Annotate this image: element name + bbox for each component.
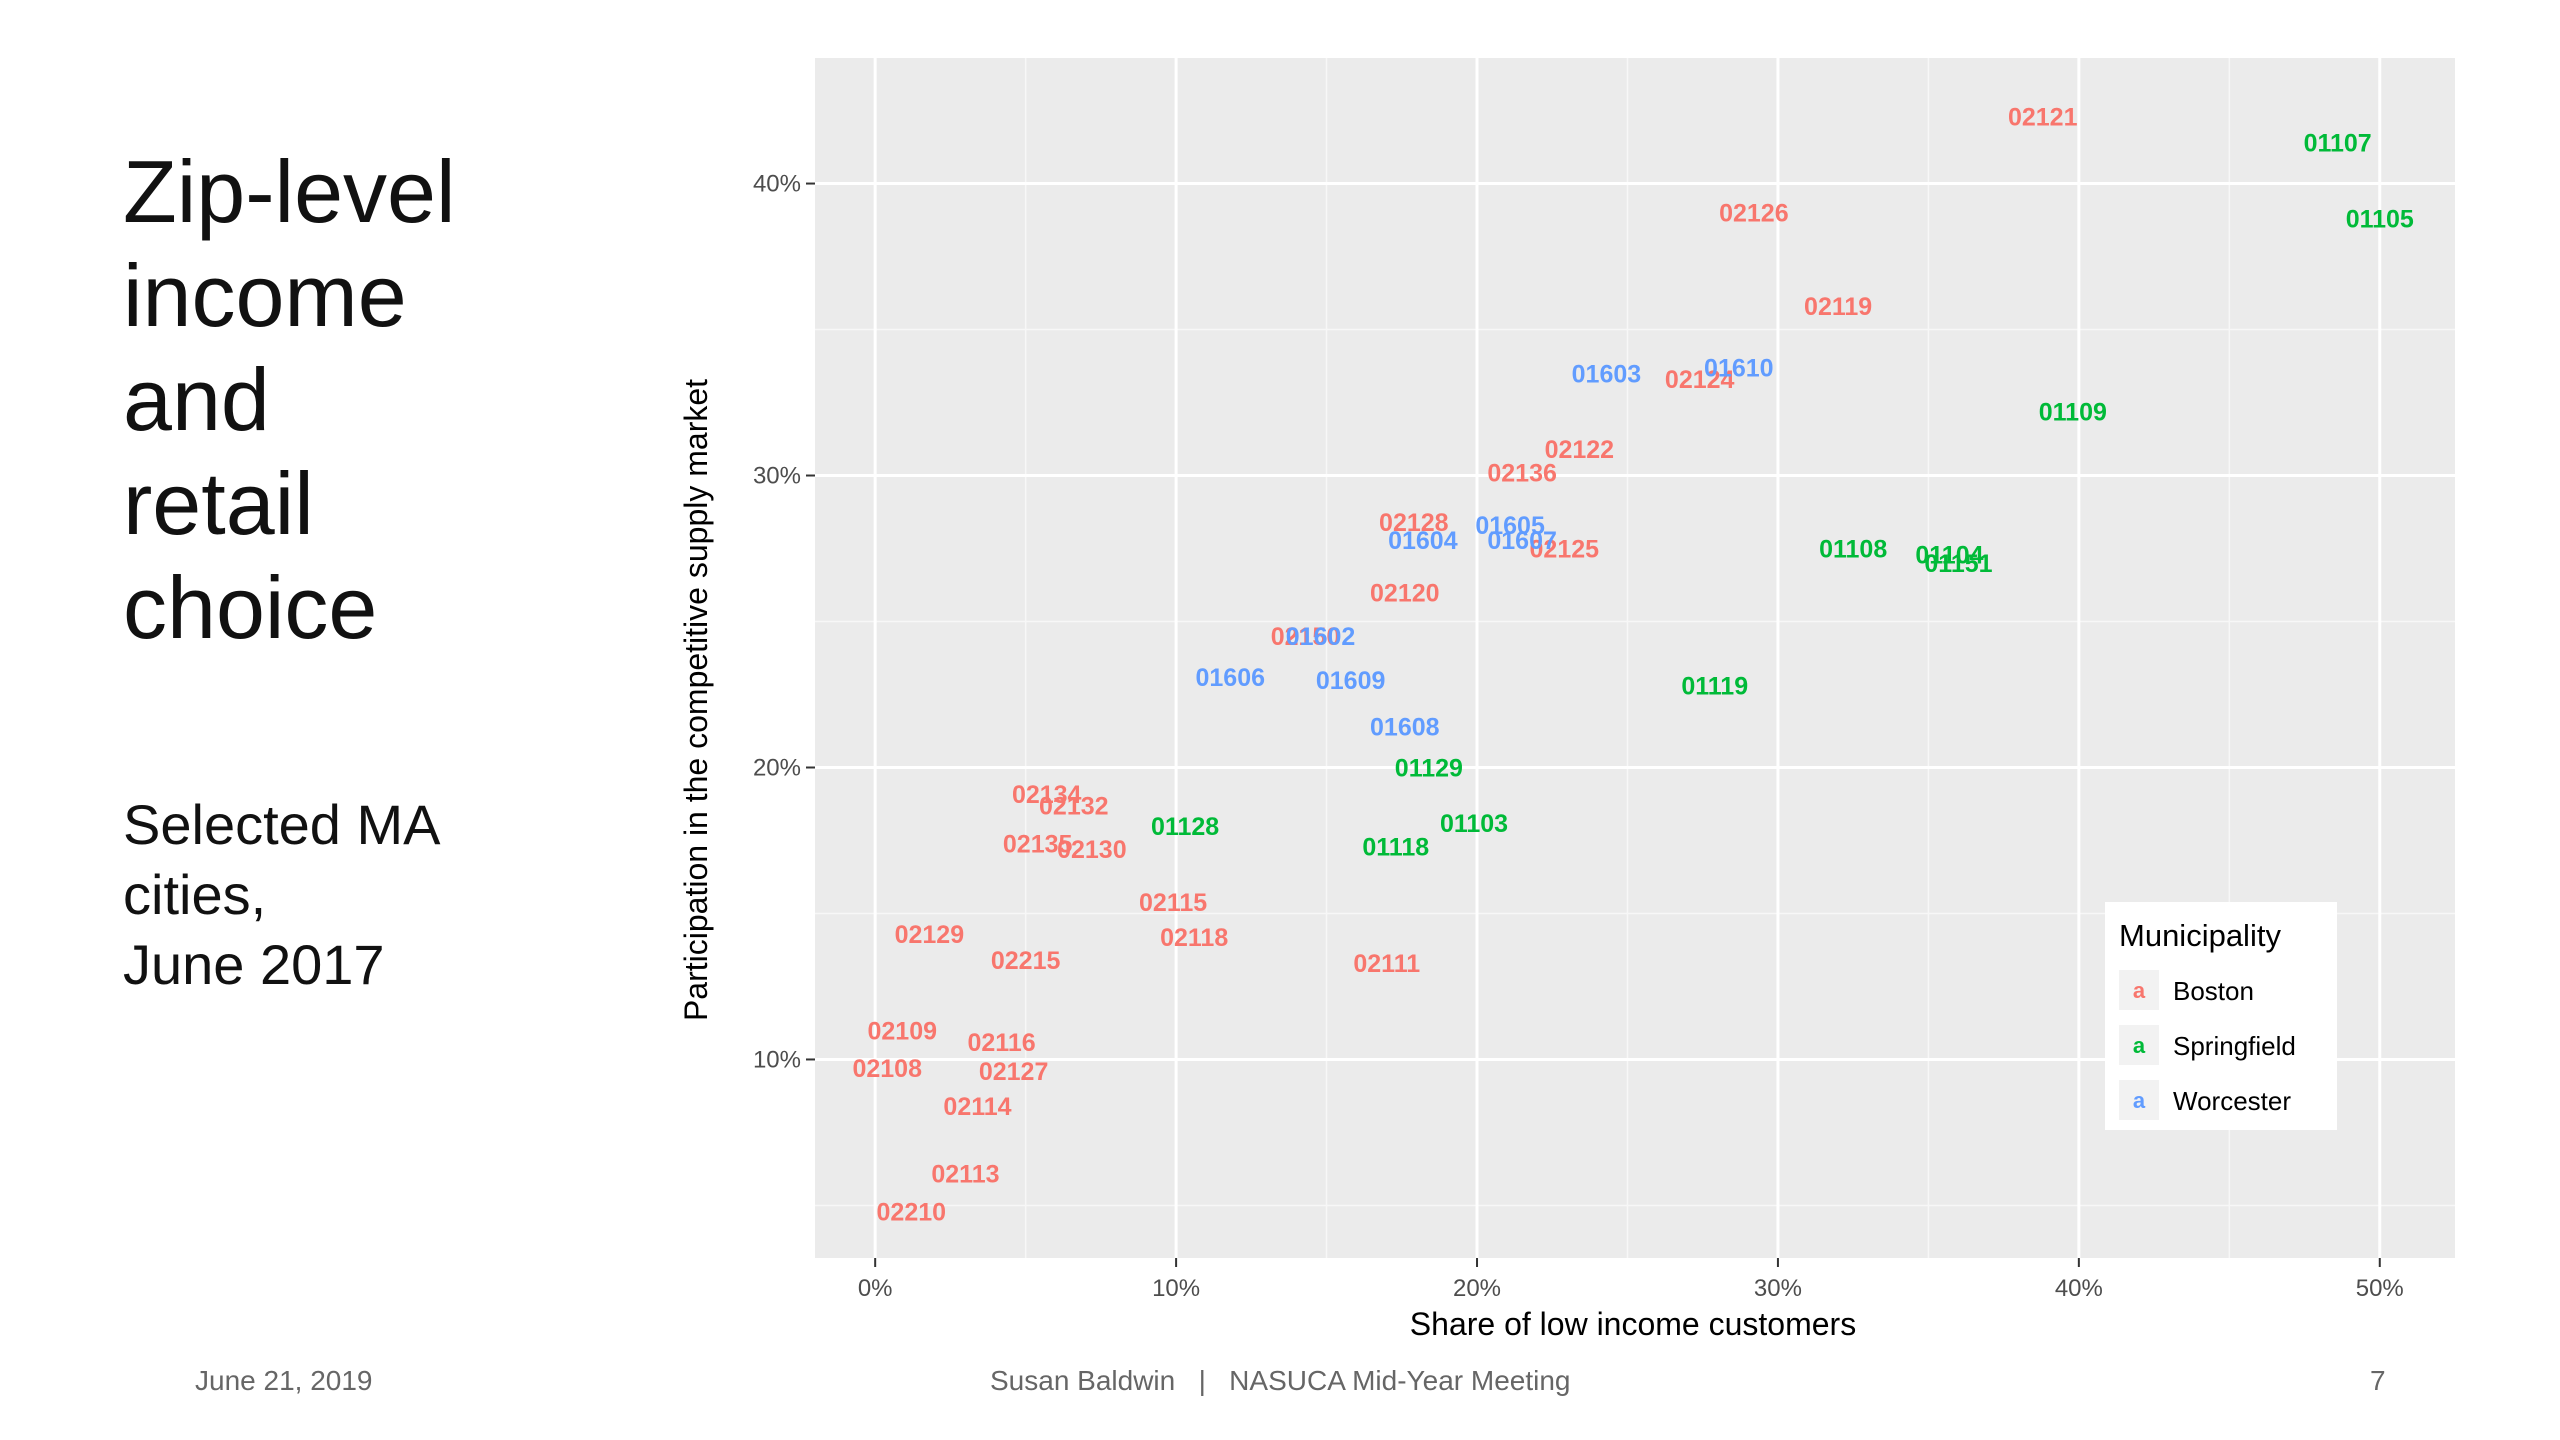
data-point-label: 02150 (1271, 623, 1341, 651)
data-point-label: 02108 (852, 1055, 922, 1083)
subtitle-line: Selected MA (123, 793, 441, 856)
y-tick-label: 40% (753, 171, 801, 198)
data-point-label: 02109 (868, 1017, 938, 1045)
data-point-label: 01607 (1487, 527, 1557, 555)
data-point-label: 01603 (1572, 360, 1642, 388)
data-point-label: 02130 (1057, 836, 1127, 864)
data-point-label: 02120 (1370, 579, 1440, 607)
data-point-label: 02129 (895, 921, 965, 949)
legend-label: Worcester (2173, 1086, 2291, 1116)
data-point-label: 01119 (1681, 673, 1748, 701)
legend-key-glyph: a (2133, 1033, 2146, 1058)
legend-key-glyph: a (2133, 1088, 2146, 1113)
data-point-label: 02113 (931, 1160, 999, 1188)
x-tick-label: 50% (2356, 1275, 2404, 1302)
data-point-label: 01104 (1915, 541, 1983, 569)
data-point-label: 02135 (1003, 830, 1073, 858)
scatter-chart: 0% 10% 20% 30% 40% 50% 10% 20% 30% 40% 02121 02126 0… (678, 58, 2455, 1342)
footer-presenter: Susan Baldwin | NASUCA Mid-Year Meeting (990, 1365, 1571, 1396)
page-number: 7 (2370, 1365, 2386, 1396)
data-point-label: 02122 (1545, 436, 1615, 464)
data-point-label: 02115 (1139, 889, 1207, 917)
data-point-label: 01151 (1924, 550, 1992, 578)
x-tick-label: 30% (1754, 1275, 1802, 1302)
footer-date: June 21, 2019 (195, 1365, 373, 1396)
y-tick-label: 30% (753, 463, 801, 490)
legend-key (2119, 1025, 2159, 1065)
subtitle-line: June 2017 (123, 933, 385, 996)
x-axis-label: Share of low income customers (1410, 1306, 1856, 1342)
data-point-label: 02215 (991, 947, 1061, 975)
data-point-label: 02118 (1160, 924, 1228, 952)
plot-area: 0% 10% 20% 30% 40% 50% 10% 20% 30% 40% 02121 02126 0… (753, 58, 2455, 1302)
data-point-label: 01602 (1286, 623, 1356, 651)
data-point-label: 01129 (1395, 754, 1463, 782)
data-point-label: 02132 (1039, 792, 1109, 820)
data-point-label: 02136 (1487, 460, 1557, 488)
data-point-label: 02125 (1530, 536, 1600, 564)
data-point-label: 01109 (2039, 398, 2107, 426)
legend-label: Boston (2173, 976, 2254, 1006)
legend-key-glyph: a (2133, 978, 2146, 1003)
data-point-label: 02210 (877, 1198, 947, 1226)
data-point-label: 01103 (1440, 810, 1508, 838)
title-line: retail (123, 454, 314, 553)
legend-key (2119, 1080, 2159, 1120)
slide-subtitle: Selected MA cities, June 2017 (123, 790, 643, 1000)
data-point-label: 02128 (1379, 509, 1449, 537)
data-point-label: 02124 (1665, 366, 1735, 394)
x-tick-label: 10% (1152, 1275, 1200, 1302)
slide-title: Zip-level income and retail choice (123, 140, 643, 660)
data-point-label: 01608 (1370, 714, 1440, 742)
data-point-label: 01610 (1704, 354, 1774, 382)
data-point-label: 01107 (2304, 130, 2372, 158)
data-point-label: 01105 (2346, 206, 2414, 234)
legend-key (2119, 970, 2159, 1010)
data-point-label: 02111 (1353, 950, 1420, 978)
data-point-label: 01605 (1475, 512, 1545, 540)
data-point-label: 02119 (1804, 293, 1872, 321)
data-point-label: 01108 (1819, 536, 1887, 564)
data-point-label: 01606 (1196, 664, 1266, 692)
data-point-label: 02126 (1719, 200, 1789, 228)
title-line: choice (123, 558, 378, 657)
data-point-label: 01128 (1151, 813, 1219, 841)
data-point-label: 02134 (1012, 781, 1082, 809)
data-point-label: 01609 (1316, 667, 1386, 695)
legend: Municipality a Boston a Springfield a Worceste… (2105, 902, 2337, 1130)
x-tick-label: 20% (1453, 1275, 1501, 1302)
data-point-label: 02121 (2008, 103, 2078, 131)
data-point-label: 02116 (967, 1029, 1035, 1057)
subtitle-line: cities, (123, 863, 267, 926)
y-tick-label: 10% (753, 1046, 801, 1073)
data-point-label: 01604 (1388, 527, 1458, 555)
y-axis-label: Participation in the competitive supply … (678, 379, 714, 1021)
x-tick-label: 0% (858, 1275, 893, 1302)
data-point-label: 02127 (979, 1058, 1049, 1086)
x-tick-label: 40% (2055, 1275, 2103, 1302)
title-line: and (123, 350, 270, 449)
data-point-label: 01118 (1362, 833, 1429, 861)
title-line: Zip-level (123, 142, 456, 241)
legend-label: Springfield (2173, 1031, 2296, 1061)
legend-title: Municipality (2119, 918, 2281, 953)
title-line: income (123, 246, 407, 345)
data-point-label: 02114 (943, 1093, 1011, 1121)
y-tick-label: 20% (753, 754, 801, 781)
